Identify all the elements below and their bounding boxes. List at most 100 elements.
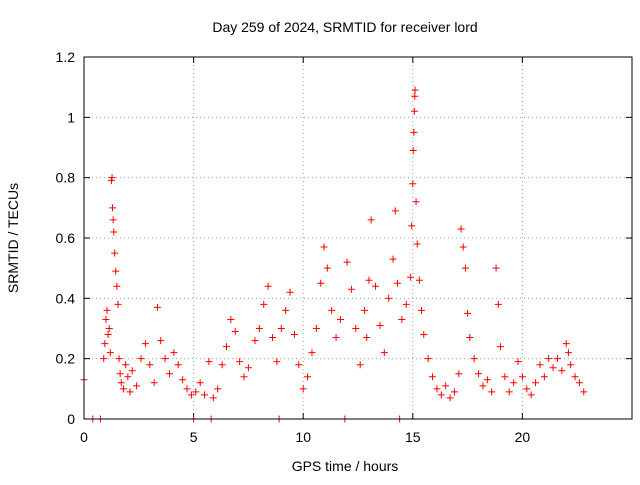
data-point — [106, 349, 114, 357]
plot-frame — [83, 56, 633, 420]
data-point — [347, 285, 355, 293]
data-point — [179, 376, 187, 384]
data-point — [103, 306, 111, 314]
data-point — [196, 379, 204, 387]
data-point — [290, 331, 298, 339]
data-point — [128, 367, 136, 375]
data-point — [446, 394, 454, 402]
x-tick-label: 0 — [80, 429, 88, 445]
data-point — [157, 337, 165, 345]
data-point — [501, 373, 509, 381]
data-point — [580, 388, 588, 396]
data-point — [105, 325, 113, 332]
data-point — [102, 315, 110, 323]
data-point — [442, 382, 450, 390]
data-point — [214, 385, 222, 393]
data-point — [115, 355, 123, 363]
data-point — [409, 147, 417, 155]
data-point — [251, 337, 259, 345]
data-point — [408, 222, 416, 230]
data-point — [410, 107, 418, 115]
data-point — [126, 388, 134, 396]
data-point — [282, 306, 290, 314]
data-point — [365, 276, 373, 284]
data-point — [332, 334, 340, 342]
data-point — [413, 240, 421, 248]
grid — [84, 57, 632, 419]
data-point — [137, 355, 145, 363]
data-point — [409, 180, 417, 188]
data-point — [483, 376, 491, 384]
data-point — [479, 382, 487, 390]
data-point — [240, 373, 248, 381]
data-point — [104, 331, 112, 339]
data-point — [532, 379, 540, 387]
data-point — [108, 204, 116, 212]
x-axis-label: GPS time / hours — [292, 458, 399, 474]
data-point — [170, 349, 178, 357]
y-tick-label: 1 — [67, 109, 75, 125]
x-tick-label: 5 — [190, 429, 198, 445]
data-point — [553, 355, 561, 363]
data-point — [492, 264, 500, 272]
data-point — [367, 216, 375, 224]
data-point — [161, 355, 169, 363]
data-point — [410, 128, 418, 136]
y-tick-label: 0.2 — [56, 351, 76, 367]
data-point — [269, 334, 277, 342]
data-point — [320, 243, 328, 251]
data-point — [114, 300, 122, 308]
data-point — [192, 388, 200, 396]
data-point — [255, 325, 263, 332]
data-point — [418, 306, 426, 314]
data-point — [201, 391, 209, 399]
data-point — [183, 385, 191, 393]
data-point — [323, 264, 331, 272]
data-point — [153, 303, 161, 311]
data-point — [187, 391, 195, 399]
data-point — [205, 358, 213, 366]
data-point — [380, 349, 388, 357]
data-point — [227, 315, 235, 323]
y-tick-label: 0.4 — [56, 290, 76, 306]
data-point — [133, 382, 141, 390]
data-point — [450, 388, 458, 396]
data-point — [518, 373, 526, 381]
data-point — [119, 385, 127, 393]
data-point — [165, 370, 173, 378]
data-point — [407, 273, 415, 281]
data-point — [433, 385, 441, 393]
data-point — [470, 355, 478, 363]
data-point — [567, 361, 575, 369]
data-point — [222, 343, 230, 351]
data-point — [385, 294, 393, 302]
data-point — [571, 373, 579, 381]
data-point — [150, 379, 158, 387]
data-point — [343, 258, 351, 266]
data-point — [540, 373, 548, 381]
data-point — [112, 267, 120, 275]
data-point — [455, 370, 463, 378]
data-point — [505, 388, 513, 396]
data-point — [295, 361, 303, 369]
data-point — [277, 325, 285, 332]
y-axis-ticks: 0 0.2 0.4 0.6 0.8 1 1.2 — [56, 49, 632, 427]
data-point — [356, 361, 364, 369]
y-tick-label: 0 — [67, 411, 75, 427]
x-tick-label: 20 — [515, 429, 531, 445]
data-point — [562, 340, 570, 348]
x-tick-label: 15 — [405, 429, 421, 445]
data-point — [372, 282, 380, 290]
data-point — [391, 207, 399, 215]
data-point — [398, 315, 406, 323]
data-point — [389, 255, 397, 263]
data-point — [527, 391, 535, 399]
data-point — [376, 321, 384, 329]
data-point — [363, 334, 371, 342]
data-point — [461, 264, 469, 272]
data-point — [488, 388, 496, 396]
data-point — [424, 355, 432, 363]
chart-title: Day 259 of 2024, SRMTID for receiver lor… — [212, 19, 477, 35]
